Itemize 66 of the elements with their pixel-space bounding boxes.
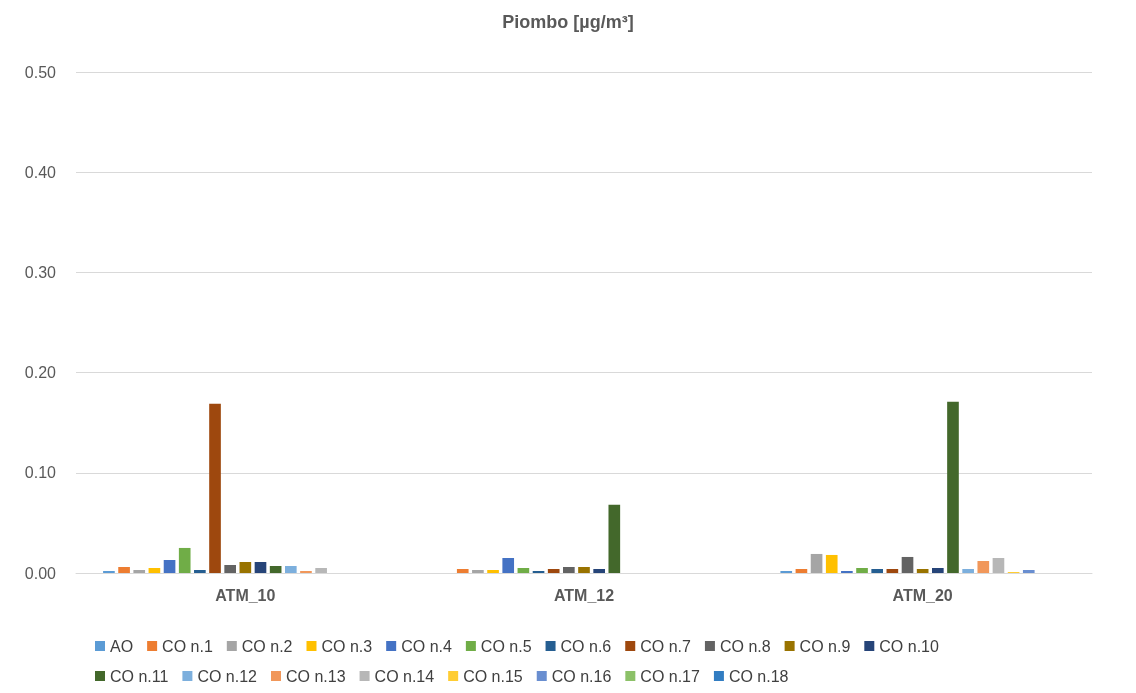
- bar: [810, 553, 823, 573]
- bar: [487, 569, 499, 573]
- bar: [315, 567, 327, 573]
- y-tick-label: 0.00: [24, 564, 57, 582]
- bar: [269, 565, 282, 573]
- bar: [856, 567, 868, 573]
- bar: [254, 561, 267, 573]
- legend-label: CO n.1: [162, 637, 213, 655]
- bar: [517, 567, 530, 573]
- bar: [825, 554, 838, 573]
- legend-label: CO n.16: [551, 667, 612, 685]
- bar: [178, 547, 191, 573]
- bar: [578, 566, 590, 573]
- legend-label: CO n.12: [197, 667, 258, 685]
- bar: [916, 568, 929, 573]
- legend-label: CO n.4: [401, 637, 452, 655]
- bar: [608, 504, 621, 573]
- y-tick-label: 0.10: [24, 464, 57, 482]
- x-tick-label: ATM_10: [215, 586, 276, 604]
- bar: [148, 567, 161, 573]
- bar: [194, 569, 206, 573]
- bar: [563, 566, 575, 573]
- legend-label: CO n.7: [640, 637, 692, 655]
- bar: [547, 568, 560, 573]
- bar: [992, 557, 1005, 573]
- y-tick-label: 0.50: [24, 63, 57, 81]
- bar: [456, 568, 469, 573]
- x-tick-label: ATM_12: [553, 586, 615, 604]
- legend-label: CO n.6: [560, 637, 612, 655]
- bar: [871, 568, 884, 573]
- bar: [962, 568, 974, 573]
- bar: [593, 568, 605, 573]
- chart-title: Piombo [µg/m³]: [502, 12, 634, 32]
- legend-label: CO n.14: [374, 667, 435, 685]
- bar: [239, 561, 252, 573]
- y-tick-label: 0.40: [24, 163, 57, 181]
- y-tick-label: 0.20: [24, 364, 57, 382]
- bar: [886, 568, 899, 573]
- legend-label: AO: [110, 637, 134, 655]
- bar: [901, 556, 914, 573]
- legend-label: CO n.15: [463, 667, 523, 685]
- legend-label: CO n.10: [879, 637, 939, 655]
- bar: [795, 568, 808, 573]
- bar: [931, 567, 944, 573]
- y-tick-label: 0.30: [24, 263, 57, 281]
- legend-label: CO n.8: [719, 637, 771, 655]
- bar: [947, 401, 959, 573]
- legend-label: CO n.3: [321, 637, 373, 655]
- legend-label: CO n.5: [480, 637, 532, 655]
- bar: [163, 559, 176, 573]
- bar: [502, 557, 515, 573]
- bar: [224, 564, 237, 573]
- legend-label: CO n.13: [285, 667, 346, 685]
- bar: [472, 569, 484, 573]
- legend-label: CO n.18: [728, 667, 789, 685]
- legend-label: CO n.17: [640, 667, 701, 685]
- legend-label: CO n.9: [799, 637, 851, 655]
- legend-label: CO n.11: [110, 667, 169, 685]
- x-tick-label: ATM_20: [892, 586, 953, 604]
- bar: [118, 566, 130, 573]
- bar: [133, 569, 146, 573]
- bar: [209, 403, 221, 573]
- legend-label: CO n.2: [241, 637, 293, 655]
- bar: [977, 560, 990, 573]
- bar: [284, 565, 297, 573]
- bar: [1022, 569, 1035, 573]
